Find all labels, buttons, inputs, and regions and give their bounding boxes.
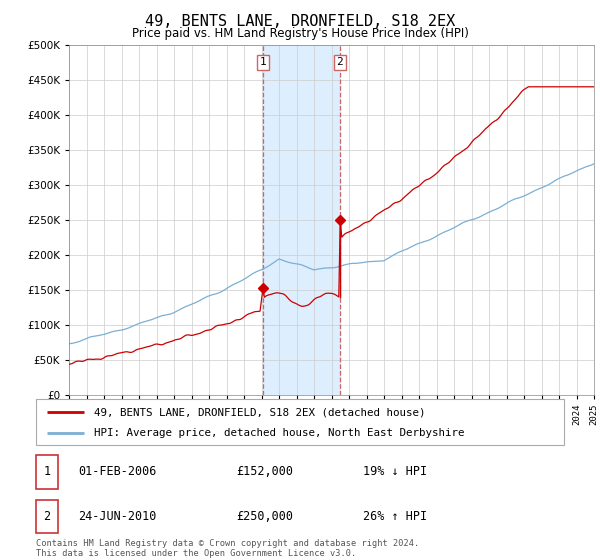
Bar: [263, 45, 340, 395]
Text: 1: 1: [260, 57, 266, 67]
Text: 19% ↓ HPI: 19% ↓ HPI: [364, 465, 427, 478]
Text: 2: 2: [44, 510, 50, 523]
FancyBboxPatch shape: [36, 399, 564, 445]
FancyBboxPatch shape: [36, 500, 58, 533]
Text: 49, BENTS LANE, DRONFIELD, S18 2EX: 49, BENTS LANE, DRONFIELD, S18 2EX: [145, 14, 455, 29]
Text: 2: 2: [337, 57, 343, 67]
Text: HPI: Average price, detached house, North East Derbyshire: HPI: Average price, detached house, Nort…: [94, 428, 464, 438]
Text: 01-FEB-2006: 01-FEB-2006: [78, 465, 157, 478]
Text: 49, BENTS LANE, DRONFIELD, S18 2EX (detached house): 49, BENTS LANE, DRONFIELD, S18 2EX (deta…: [94, 407, 425, 417]
FancyBboxPatch shape: [36, 455, 58, 488]
Text: £152,000: £152,000: [236, 465, 293, 478]
Text: Contains HM Land Registry data © Crown copyright and database right 2024.
This d: Contains HM Land Registry data © Crown c…: [36, 539, 419, 558]
Text: Price paid vs. HM Land Registry's House Price Index (HPI): Price paid vs. HM Land Registry's House …: [131, 27, 469, 40]
Text: £250,000: £250,000: [236, 510, 293, 523]
Text: 26% ↑ HPI: 26% ↑ HPI: [364, 510, 427, 523]
Text: 24-JUN-2010: 24-JUN-2010: [78, 510, 157, 523]
Text: 1: 1: [44, 465, 50, 478]
